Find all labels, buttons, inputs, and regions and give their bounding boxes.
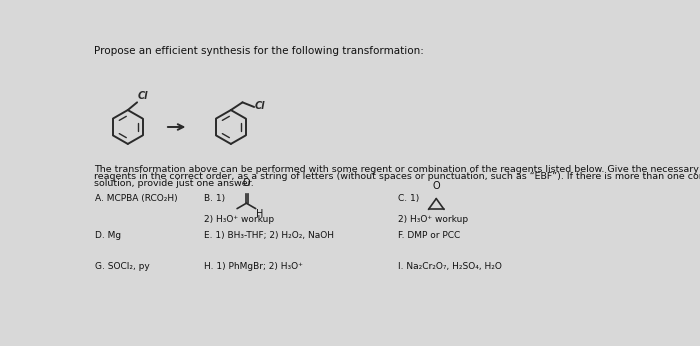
Text: A. MCPBA (RCO₂H): A. MCPBA (RCO₂H) bbox=[95, 194, 178, 203]
Text: D. Mg: D. Mg bbox=[95, 231, 121, 240]
Text: C. 1): C. 1) bbox=[398, 194, 419, 203]
Text: H. 1) PhMgBr; 2) H₃O⁺: H. 1) PhMgBr; 2) H₃O⁺ bbox=[204, 262, 302, 271]
Text: Cl: Cl bbox=[255, 101, 265, 111]
Text: 2) H₃O⁺ workup: 2) H₃O⁺ workup bbox=[204, 215, 274, 224]
Text: O: O bbox=[243, 178, 250, 188]
Text: reagents in the correct order, as a string of letters (without spaces or punctua: reagents in the correct order, as a stri… bbox=[94, 172, 700, 181]
Text: Propose an efficient synthesis for the following transformation:: Propose an efficient synthesis for the f… bbox=[94, 46, 424, 56]
Text: O: O bbox=[433, 181, 440, 191]
Text: Cl: Cl bbox=[138, 91, 148, 101]
Text: G. SOCl₂, py: G. SOCl₂, py bbox=[95, 262, 150, 271]
Text: F. DMP or PCC: F. DMP or PCC bbox=[398, 231, 460, 240]
Text: E. 1) BH₃-THF; 2) H₂O₂, NaOH: E. 1) BH₃-THF; 2) H₂O₂, NaOH bbox=[204, 231, 334, 240]
Text: 2) H₃O⁺ workup: 2) H₃O⁺ workup bbox=[398, 215, 468, 224]
Text: The transformation above can be performed with some regent or combination of the: The transformation above can be performe… bbox=[94, 165, 699, 174]
Text: B. 1): B. 1) bbox=[204, 194, 225, 203]
Text: H: H bbox=[256, 209, 264, 219]
Text: I. Na₂Cr₂O₇, H₂SO₄, H₂O: I. Na₂Cr₂O₇, H₂SO₄, H₂O bbox=[398, 262, 501, 271]
Text: solution, provide just one answer.: solution, provide just one answer. bbox=[94, 179, 253, 188]
